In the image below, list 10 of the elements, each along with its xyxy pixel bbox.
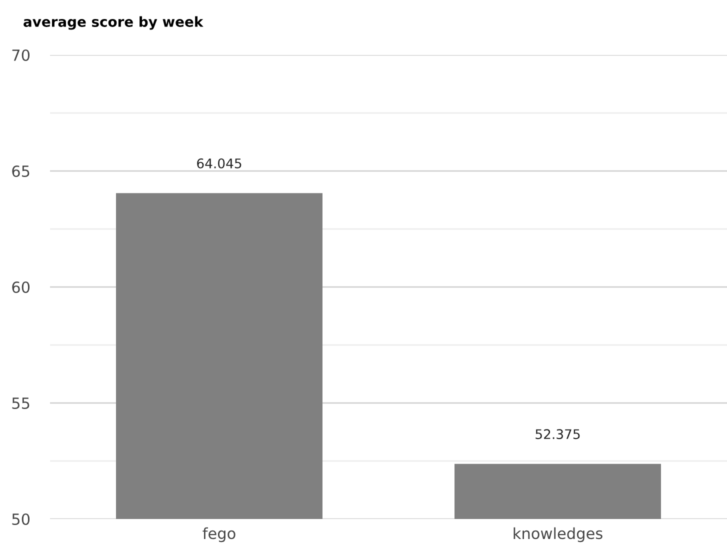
x-tick-label: fego	[202, 527, 236, 542]
y-tick-label: 55	[12, 398, 30, 410]
data-label: 64.045	[197, 158, 242, 168]
y-tick-label: 60	[12, 281, 30, 294]
y-tick-label: 70	[12, 49, 30, 62]
y-tick-label: 65	[12, 165, 30, 178]
chart-title: average score by week	[24, 16, 204, 30]
data-label: 52.375	[536, 429, 580, 440]
x-tick-label: knowledges	[514, 527, 602, 542]
y-tick-label: 50	[12, 513, 30, 526]
